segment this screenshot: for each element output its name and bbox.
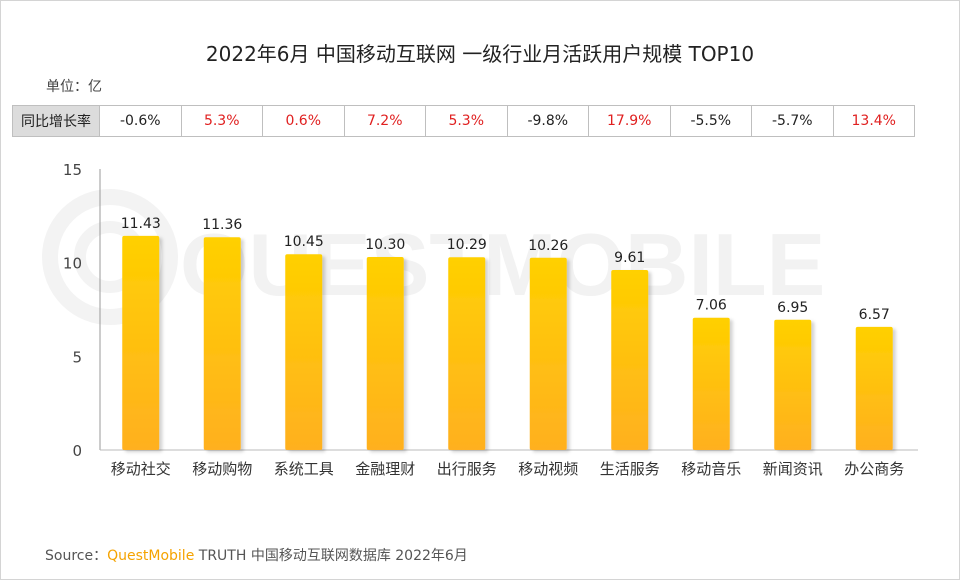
bar [203, 237, 241, 450]
unit-label: 单位：亿 [46, 79, 102, 95]
source-note: Source：QuestMobile TRUTH 中国移动互联网数据库 2022… [45, 545, 468, 565]
bar-value-label: 7.06 [696, 298, 727, 314]
x-tick-label: 出行服务 [437, 460, 497, 478]
bar [529, 257, 567, 450]
growth-rate-cell: -0.6% [99, 105, 182, 137]
y-tick-label: 5 [72, 348, 82, 366]
growth-rate-cell: 0.6% [262, 105, 345, 137]
x-tick-label: 移动购物 [192, 460, 252, 478]
growth-rate-header: 同比增长率 [12, 105, 100, 137]
x-tick-label: 系统工具 [274, 460, 334, 478]
y-tick-label: 15 [63, 161, 82, 179]
bar [692, 317, 730, 450]
x-tick-label: 移动社交 [111, 460, 171, 478]
x-tick-label: 新闻资讯 [763, 460, 823, 478]
source-suffix: TRUTH 中国移动互联网数据库 2022年6月 [198, 548, 468, 564]
bar-value-label: 6.95 [777, 300, 808, 316]
y-tick-label: 10 [63, 255, 82, 273]
growth-rate-cell: 5.3% [180, 105, 263, 137]
bar-chart: QUESTMOBILE 0 5 10 15 11.43 移动社交 11.36 移动购物 10.… [42, 161, 918, 478]
bar [122, 235, 160, 450]
chart-title: 2022年6月 中国移动互联网 一级行业月活跃用户规模 TOP10 [205, 42, 755, 66]
growth-rate-table: 同比增长率 -0.6% 5.3% 0.6% 7.2% 5.3% -9.8% 17… [12, 105, 915, 137]
source-prefix: Source： [45, 548, 108, 564]
x-tick-label: 办公商务 [844, 460, 904, 478]
bar [366, 257, 404, 450]
bar-value-label: 11.43 [121, 216, 161, 232]
growth-rate-row: 同比增长率 -0.6% 5.3% 0.6% 7.2% 5.3% -9.8% 17… [12, 105, 915, 137]
bar-value-label: 11.36 [202, 217, 242, 233]
bar [611, 269, 649, 450]
bar-value-label: 10.26 [528, 238, 568, 254]
x-tick-label: 移动音乐 [681, 460, 741, 478]
bar-value-label: 6.57 [859, 307, 890, 323]
bar [285, 254, 323, 450]
x-tick-label: 金融理财 [355, 460, 415, 478]
growth-rate-cell: -5.5% [669, 105, 752, 137]
watermark-text: QUESTMOBILE [180, 215, 825, 314]
bar-value-label: 9.61 [614, 250, 645, 266]
growth-rate-cell: 13.4% [832, 105, 915, 137]
bar-value-label: 10.30 [365, 237, 405, 253]
bar-value-label: 10.29 [447, 237, 487, 253]
x-tick-label: 生活服务 [600, 460, 660, 478]
growth-rate-cell: 17.9% [588, 105, 671, 137]
growth-rate-cell: -9.8% [506, 105, 589, 137]
bar [448, 257, 486, 450]
x-tick-label: 移动视频 [518, 460, 578, 478]
growth-rate-cell: -5.7% [751, 105, 834, 137]
y-tick-label: 0 [72, 442, 82, 460]
bar [855, 326, 893, 450]
growth-rate-cell: 5.3% [425, 105, 508, 137]
bar-value-label: 10.45 [284, 234, 324, 250]
bar [774, 319, 812, 450]
source-brand: QuestMobile [107, 548, 195, 564]
growth-rate-cell: 7.2% [343, 105, 426, 137]
